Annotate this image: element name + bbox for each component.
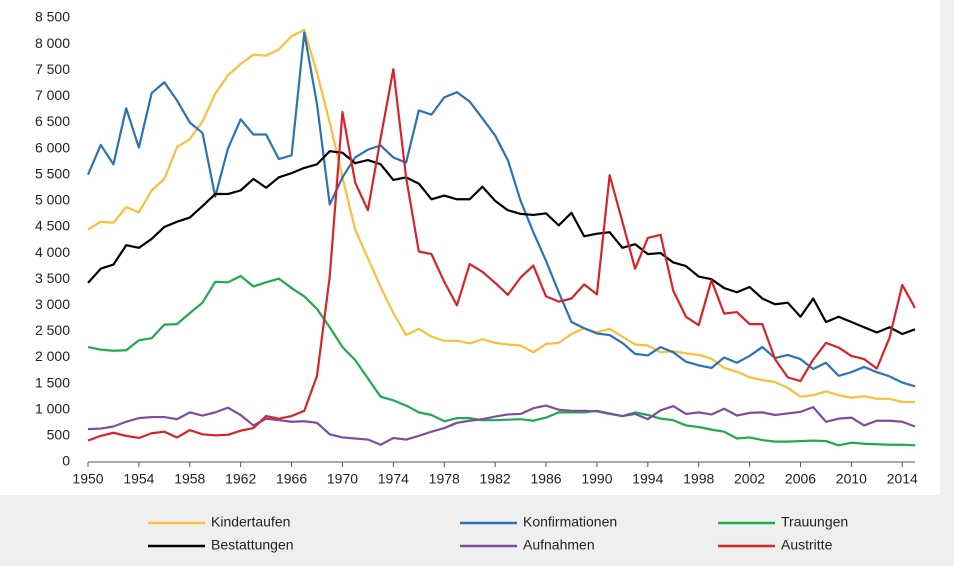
x-tick-label: 2010 [836,471,867,487]
y-tick-label: 3 500 [35,270,70,286]
y-tick-label: 5 000 [35,192,70,208]
series-line [87,28,915,404]
legend-label: Kindertaufen [211,514,290,530]
y-tick-label: 5 500 [35,165,70,181]
y-tick-label: 8 000 [35,35,70,51]
x-tick-label: 1986 [530,471,561,487]
y-tick-label: 2 500 [35,322,70,338]
plot-panel [0,0,940,495]
x-tick-label: 1962 [225,471,256,487]
series-line [86,31,916,388]
y-tick-label: 2 000 [35,348,70,364]
y-tick-label: 0 [62,453,70,469]
y-tick-label: 6 500 [35,113,70,129]
y-tick-label: 4 000 [35,244,70,260]
legend-label: Bestattungen [211,537,294,553]
x-tick-label: 2002 [734,471,765,487]
y-tick-label: 7 500 [35,61,70,77]
y-tick-label: 4 500 [35,218,70,234]
y-tick-label: 6 000 [35,139,70,155]
x-tick-label: 1970 [327,471,358,487]
series-line [87,404,916,446]
x-tick-label: 1950 [72,471,103,487]
x-tick-label: 1954 [123,471,154,487]
y-tick-label: 3 000 [35,296,70,312]
y-tick-label: 1 000 [35,400,70,416]
legend-label: Austritte [781,537,833,553]
x-tick-label: 2014 [887,471,918,487]
x-tick-label: 2006 [785,471,816,487]
y-tick-label: 8 500 [35,9,70,25]
x-tick-label: 1978 [429,471,460,487]
series-line [87,150,916,336]
y-tick-label: 500 [47,427,71,443]
y-tick-label: 7 000 [35,87,70,103]
legend-label: Aufnahmen [523,537,595,553]
x-tick-label: 1998 [683,471,714,487]
series-line [87,68,916,442]
x-tick-label: 1974 [378,471,409,487]
x-tick-label: 1966 [276,471,307,487]
legend-label: Konfirmationen [523,514,617,530]
x-tick-label: 1994 [632,471,663,487]
x-tick-label: 1982 [480,471,511,487]
x-tick-label: 1958 [174,471,205,487]
legend-label: Trauungen [781,514,848,530]
y-tick-label: 1 500 [35,374,70,390]
series-line [87,274,916,447]
x-tick-label: 1990 [581,471,612,487]
